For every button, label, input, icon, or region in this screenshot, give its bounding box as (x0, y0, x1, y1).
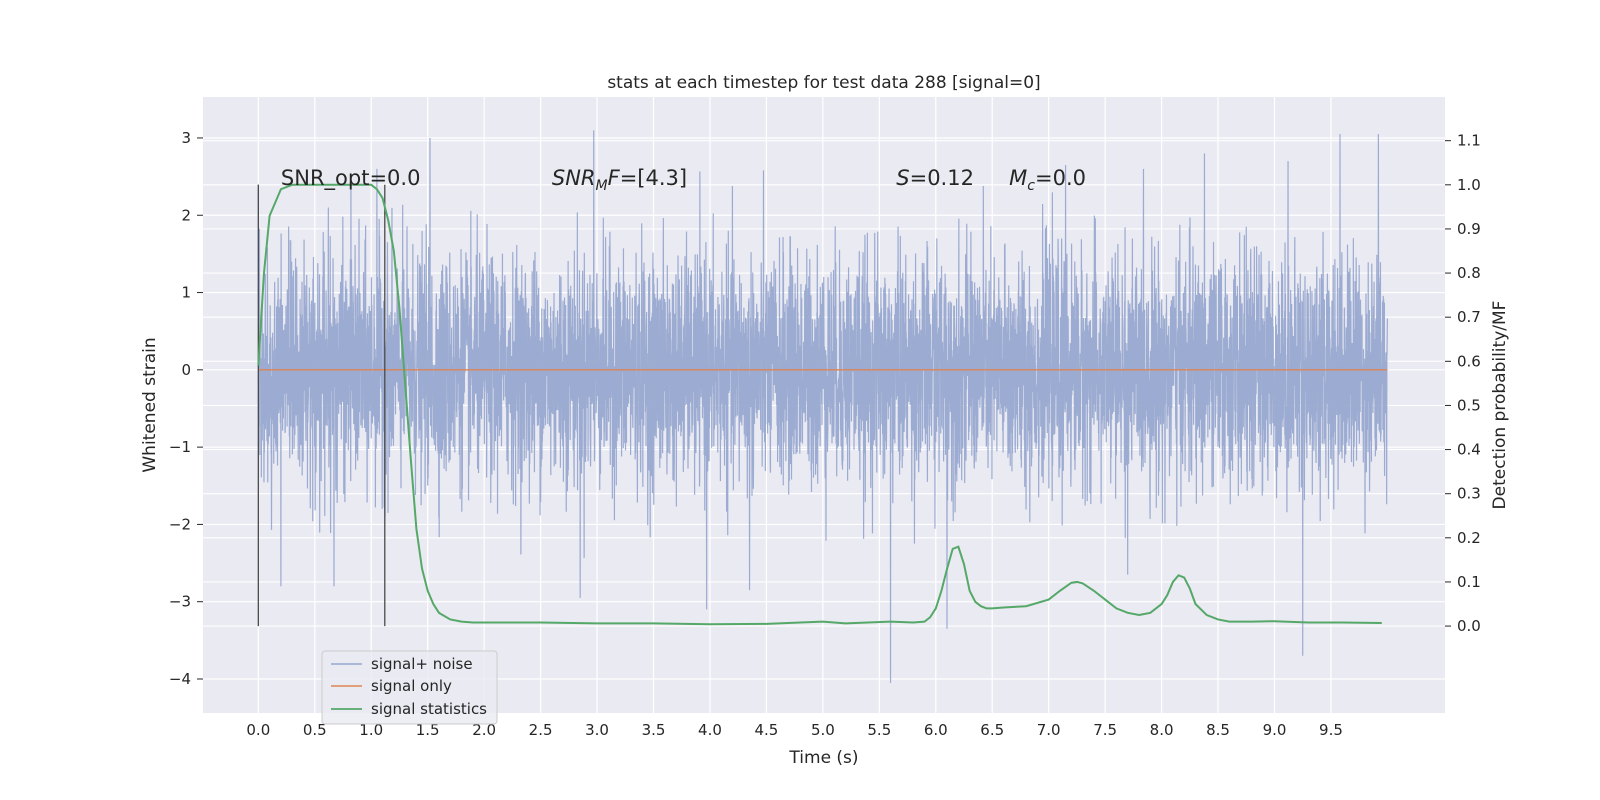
chart-title: stats at each timestep for test data 288… (607, 73, 1040, 93)
annotation-subscript: M (596, 178, 608, 194)
annotation-base: M (1009, 166, 1027, 190)
annotation-3: Mc=0.0 (1009, 166, 1086, 194)
x-tick-label: 8.5 (1206, 721, 1230, 739)
statistics-series-layer (257, 183, 1382, 626)
annotation-suffix: F (608, 166, 621, 190)
y-axis-label: Whitened strain (140, 337, 160, 472)
y-right-tick-label: 1.0 (1457, 176, 1481, 194)
y-tick-label: 0 (181, 361, 191, 379)
annotation-2: S=0.12 (896, 166, 974, 190)
annotations-layer: SNR_opt=0.0 SNRMF=[4.3] S=0.12 Mc=0.0 (281, 166, 1086, 194)
x-tick-label: 5.0 (811, 721, 835, 739)
annotation-value: =0.0 (1035, 166, 1086, 190)
x-tick-label: 3.0 (585, 721, 609, 739)
y-tick-label: −1 (169, 438, 191, 456)
noise-series-layer (257, 130, 1389, 683)
annotation-value: =0.12 (910, 166, 974, 190)
x-axis-ticks: 0.0 0.5 1.0 1.5 2.0 2.5 3.0 3.5 4.0 4.5 5.0 5.5 6.0 6… (246, 721, 1342, 739)
noise-series-line (257, 130, 1389, 683)
y-right-tick-label: 0.9 (1457, 220, 1481, 238)
x-tick-label: 9.0 (1263, 721, 1287, 739)
x-tick-label: 9.5 (1319, 721, 1343, 739)
annotation-subscript: c (1027, 178, 1035, 194)
y-tick-label: −4 (169, 670, 191, 688)
statistics-series-line (257, 183, 1382, 626)
x-tick-label: 4.5 (754, 721, 778, 739)
y-right-tick-label: 0.8 (1457, 264, 1481, 282)
y-right-axis-label: Detection probability/MF (1490, 301, 1510, 510)
legend-label-statistics: signal statistics (371, 700, 487, 718)
x-tick-label: 7.0 (1037, 721, 1061, 739)
legend-box (321, 650, 498, 725)
y-right-tick-label: 0.3 (1457, 485, 1481, 503)
annotation-base: S (896, 166, 909, 190)
x-tick-label: 6.5 (980, 721, 1004, 739)
legend-label-noise: signal+ noise (371, 655, 473, 673)
vertical-lines-layer (257, 184, 386, 627)
x-tick-label: 3.5 (642, 721, 666, 739)
y-right-tick-label: 0.2 (1457, 529, 1481, 547)
y-tick-label: 3 (181, 129, 191, 147)
y-right-axis-ticks: 0.0 0.1 0.2 0.3 0.4 0.5 0.6 0.7 0.8 0.9 1.0 1.1 (1445, 132, 1481, 635)
y-right-tick-label: 0.6 (1457, 352, 1481, 370)
x-tick-label: 5.5 (867, 721, 891, 739)
annotation-base: SNR (552, 166, 596, 190)
y-axis-ticks: −4 −3 −2 −1 0 1 2 3 (169, 129, 203, 688)
x-tick-label: 7.5 (1093, 721, 1117, 739)
y-tick-label: 2 (181, 206, 191, 224)
x-tick-label: 6.0 (924, 721, 948, 739)
x-tick-label: 0.0 (246, 721, 270, 739)
annotation-value: =[4.3] (620, 166, 687, 190)
legend: signal+ noise signal only signal statist… (321, 650, 498, 725)
x-tick-label: 4.0 (698, 721, 722, 739)
x-tick-label: 1.5 (416, 721, 440, 739)
annotation-1: SNRMF=[4.3] (552, 166, 687, 194)
x-tick-label: 2.0 (472, 721, 496, 739)
y-tick-label: 1 (181, 284, 191, 302)
x-tick-label: 8.0 (1150, 721, 1174, 739)
y-tick-label: −2 (169, 515, 191, 533)
y-right-tick-label: 0.7 (1457, 308, 1481, 326)
x-tick-label: 1.0 (359, 721, 383, 739)
x-tick-label: 0.5 (303, 721, 327, 739)
y-right-tick-label: 1.1 (1457, 132, 1481, 150)
y-right-tick-label: 0.4 (1457, 441, 1481, 459)
x-axis-label: Time (s) (788, 748, 858, 768)
x-tick-label: 2.5 (529, 721, 553, 739)
legend-label-signal: signal only (371, 677, 452, 695)
y-tick-label: −3 (169, 593, 191, 611)
annotation-0: SNR_opt=0.0 (281, 166, 421, 191)
y-right-tick-label: 0.0 (1457, 617, 1481, 635)
y-right-tick-label: 0.1 (1457, 573, 1481, 591)
y-right-tick-label: 0.5 (1457, 396, 1481, 414)
